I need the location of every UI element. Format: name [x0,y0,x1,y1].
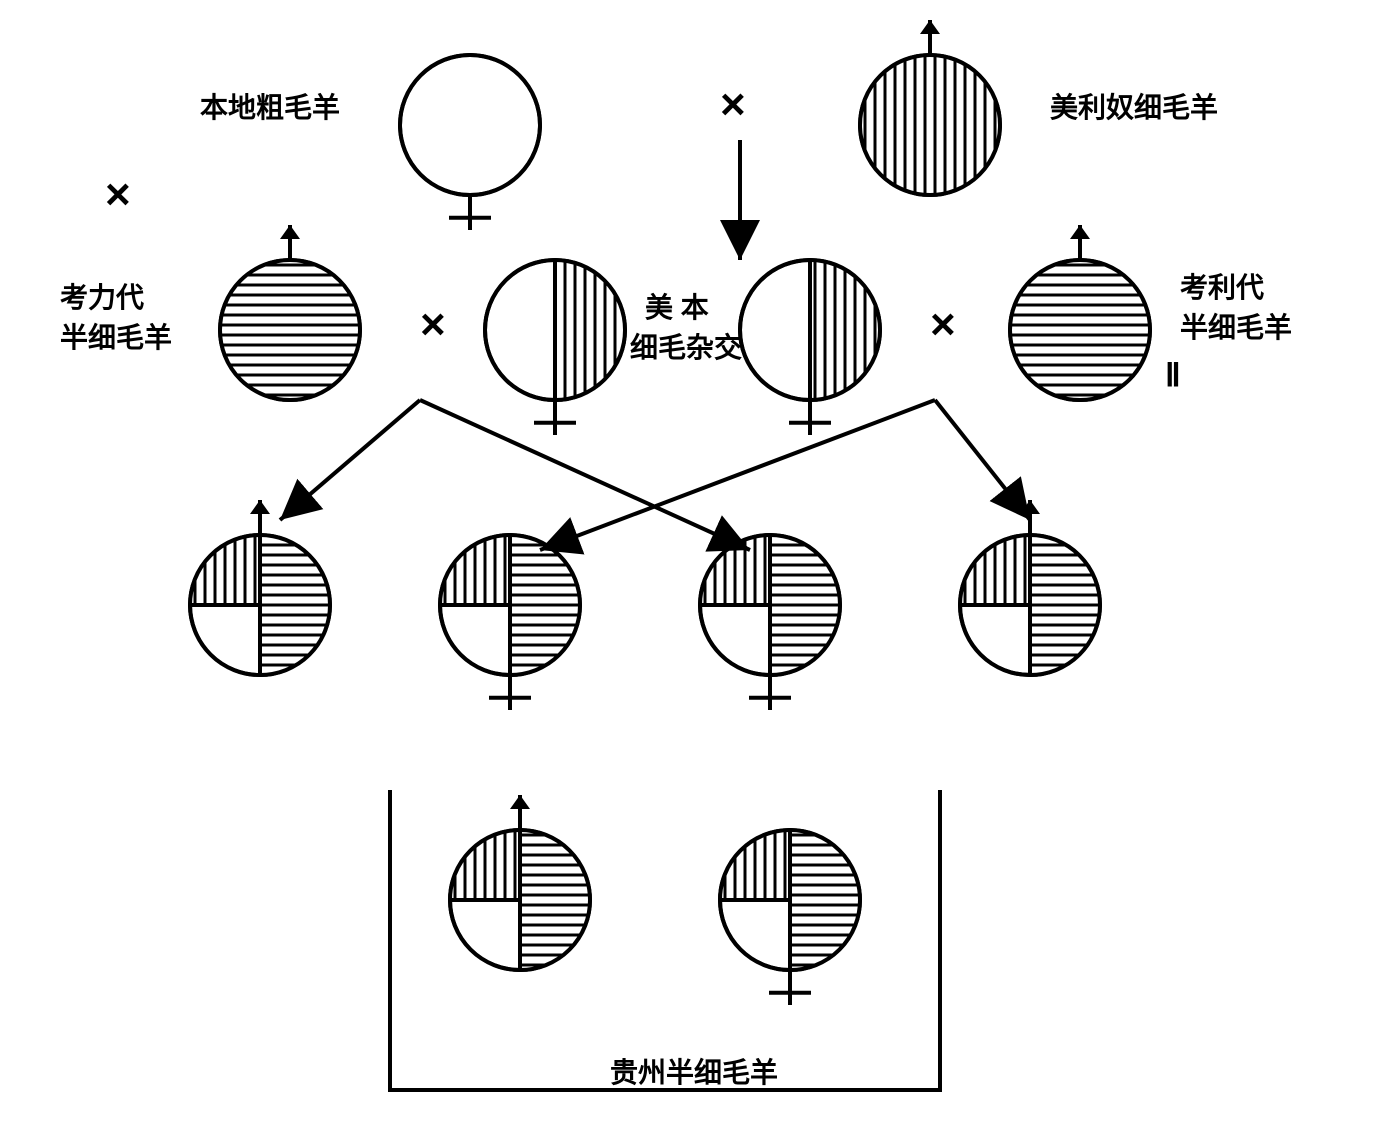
circle-c4_mb_l [485,260,625,435]
arrow-1 [420,400,750,550]
circle-c1_local [400,55,540,230]
circle-c11 [450,795,590,970]
circle-c6_corriedale_r [1010,225,1150,400]
circle-c10 [960,500,1100,675]
circle-c9 [700,535,840,710]
breeding-diagram: 本地粗毛羊 美利奴细毛羊 × × 考力代 半细毛羊 考利代 半细毛羊 Ⅱ 美 本… [20,20,1360,1104]
circle-c7 [190,500,330,675]
arrow-2 [280,400,420,520]
circle-c8 [440,535,580,710]
circle-c12 [720,830,860,1005]
circle-c2_merino [860,20,1000,195]
circle-c5_mb_r [740,260,880,435]
svg-layer [20,20,1360,1104]
circle-c3_corriedale_l [220,225,360,400]
arrow-3 [540,400,935,550]
arrow-4 [935,400,1030,520]
